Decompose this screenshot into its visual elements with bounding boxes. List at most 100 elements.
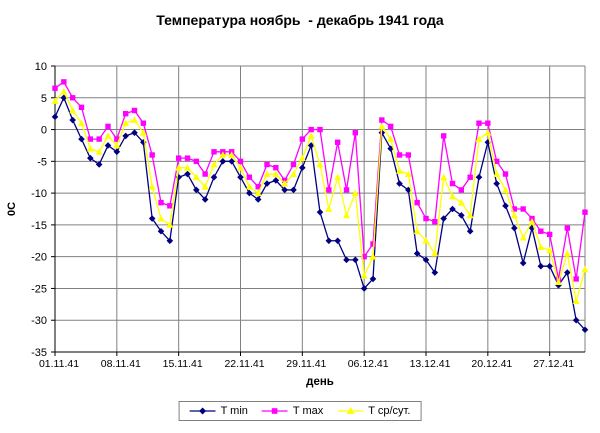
- data-point-tmax: [352, 130, 359, 136]
- data-point-tavg: [201, 183, 209, 190]
- y-axis-tick-label: -35: [31, 347, 47, 359]
- legend-item-tavg: T ср/сут.: [337, 405, 410, 417]
- data-point-tmin: [422, 256, 430, 264]
- data-point-tmin: [325, 237, 333, 245]
- data-point-tmin: [272, 177, 280, 184]
- data-point-tavg: [245, 183, 253, 190]
- x-axis-tick-label: 01.11.41: [39, 358, 79, 370]
- data-point-tmax: [69, 95, 76, 101]
- data-point-tmin: [69, 116, 76, 124]
- data-point-tmax: [237, 158, 244, 165]
- data-point-tmax: [564, 225, 571, 231]
- legend-label-tavg: T ср/сут.: [368, 405, 411, 417]
- data-point-tmin: [413, 250, 421, 257]
- data-point-tmax: [326, 187, 332, 193]
- data-point-tmin: [572, 316, 580, 324]
- data-point-tavg: [413, 227, 421, 235]
- tavg-line-marker-icon: [337, 407, 364, 414]
- data-point-tavg: [502, 186, 509, 193]
- x-axis-tick-label: 15.11.41: [163, 358, 203, 370]
- data-point-tmin: [352, 256, 359, 264]
- data-point-tmax: [379, 117, 385, 123]
- data-point-tmin: [440, 215, 447, 222]
- data-point-tmax: [96, 136, 102, 142]
- data-point-tmin: [405, 186, 412, 194]
- data-point-tavg: [254, 189, 262, 197]
- x-axis-tick-label: 08.11.41: [101, 358, 141, 370]
- y-axis-tick-label: -10: [31, 188, 47, 200]
- data-point-tmax: [458, 187, 465, 193]
- data-point-tmax: [52, 85, 58, 91]
- data-point-tmin: [519, 259, 527, 267]
- data-point-tmax: [308, 126, 314, 133]
- data-point-tavg: [378, 122, 386, 130]
- data-point-tavg: [122, 119, 130, 127]
- data-point-tavg: [351, 189, 359, 197]
- data-point-tmax: [255, 184, 261, 190]
- data-point-tavg: [210, 160, 218, 168]
- data-point-tmin: [228, 158, 235, 165]
- data-point-tmax: [502, 171, 509, 177]
- data-point-tavg: [563, 249, 571, 257]
- data-point-tmin: [396, 180, 403, 187]
- data-point-tmax: [78, 104, 85, 111]
- data-point-tmax: [131, 107, 138, 114]
- data-point-tmin: [184, 170, 191, 178]
- data-point-tmax: [573, 276, 579, 282]
- data-point-tmin: [122, 132, 129, 140]
- y-axis-tick-label: -20: [31, 252, 47, 264]
- data-point-tmax: [87, 136, 94, 142]
- data-point-tavg: [69, 106, 77, 114]
- data-point-tmin: [581, 326, 589, 334]
- data-point-tmin: [369, 275, 377, 283]
- data-point-tavg: [528, 218, 536, 225]
- data-point-tmin: [87, 154, 94, 162]
- data-point-tavg: [360, 272, 368, 279]
- data-point-tavg: [219, 151, 227, 158]
- data-point-tmax: [140, 120, 147, 126]
- data-point-tmin: [387, 145, 394, 152]
- data-point-tmax: [158, 199, 164, 206]
- y-axis-tick-label: -5: [37, 156, 47, 168]
- data-point-tmax: [485, 120, 491, 126]
- data-point-tavg: [113, 141, 121, 149]
- y-axis-tick-label: 10: [35, 61, 47, 73]
- data-point-tmax: [211, 149, 217, 155]
- data-point-tavg: [493, 170, 501, 177]
- data-point-tmin: [290, 186, 297, 194]
- data-point-tmin: [263, 180, 271, 187]
- data-point-tmax: [246, 174, 253, 180]
- x-axis-tick-label: 29.11.41: [286, 358, 326, 370]
- data-point-tavg: [546, 246, 554, 254]
- data-point-tmin: [528, 224, 536, 232]
- data-point-tmin: [237, 173, 244, 181]
- data-point-tavg: [192, 173, 200, 181]
- data-point-tmax: [149, 152, 155, 158]
- data-point-tmax: [582, 209, 588, 215]
- data-point-tavg: [148, 183, 156, 190]
- data-point-tmin: [555, 281, 562, 289]
- data-point-tavg: [537, 243, 545, 251]
- tmin-line-marker-icon: [189, 407, 216, 415]
- legend-label-tmax: T max: [292, 405, 324, 417]
- data-point-tavg: [316, 160, 324, 168]
- data-point-tmin: [493, 180, 500, 187]
- data-point-tmin: [466, 227, 474, 235]
- data-point-tmax: [343, 187, 350, 193]
- data-point-tmax: [334, 139, 341, 145]
- data-point-tavg: [131, 116, 138, 123]
- x-axis-tick-label: 22.11.41: [224, 358, 264, 370]
- data-point-tavg: [475, 135, 483, 142]
- data-point-tavg: [581, 265, 589, 273]
- data-point-tmin: [246, 189, 253, 197]
- x-axis-tick-label: 06.12.41: [348, 358, 389, 370]
- data-point-tmin: [95, 161, 103, 168]
- x-axis-tick-label: 27.12.41: [533, 358, 574, 370]
- data-point-tmin: [193, 186, 200, 194]
- chart-title: Температура ноябрь - декабрь 1941 года: [156, 12, 444, 28]
- data-point-tavg: [51, 97, 59, 104]
- data-point-tmax: [493, 158, 500, 165]
- y-axis-title: 0C: [6, 202, 18, 216]
- data-point-tavg: [298, 154, 306, 162]
- data-point-tavg: [422, 237, 430, 244]
